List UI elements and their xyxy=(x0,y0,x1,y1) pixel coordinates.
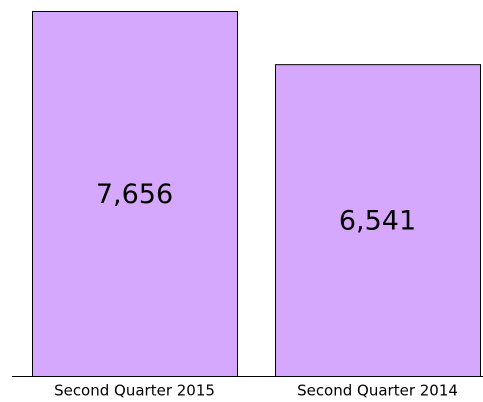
bar xyxy=(32,11,238,377)
x-tick-label: Second Quarter 2014 xyxy=(297,382,458,400)
bar xyxy=(275,64,481,377)
value-label: 6,541 xyxy=(339,206,416,237)
value-label: 7,656 xyxy=(96,179,173,210)
x-tick-label: Second Quarter 2015 xyxy=(54,382,215,400)
